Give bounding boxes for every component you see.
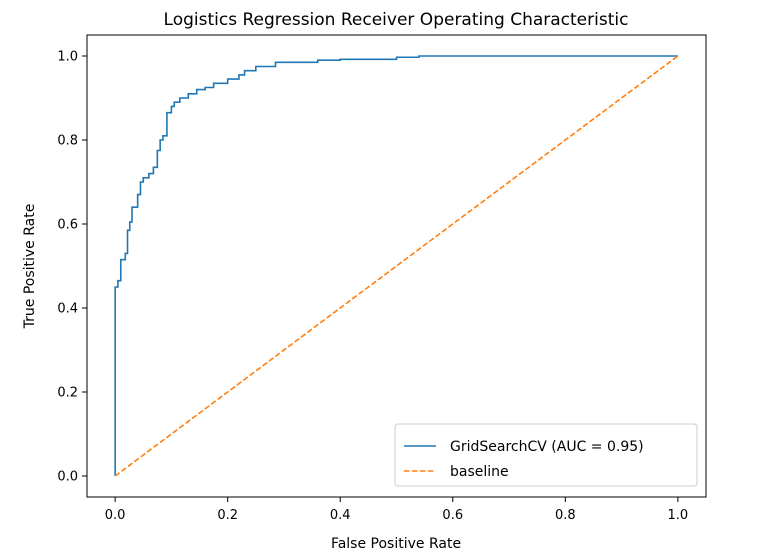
x-tick-label: 0.4 xyxy=(330,508,351,523)
legend-label: GridSearchCV (AUC = 0.95) xyxy=(450,439,644,455)
x-tick-label: 0.8 xyxy=(555,508,576,523)
y-axis-ticks: 0.0 0.2 0.4 0.6 0.8 1.0 xyxy=(57,50,87,485)
x-axis-ticks: 0.0 0.2 0.4 0.6 0.8 1.0 xyxy=(105,497,688,523)
x-tick-label: 1.0 xyxy=(668,508,689,523)
x-tick-label: 0.0 xyxy=(105,508,126,523)
y-tick-label: 0.0 xyxy=(57,470,78,485)
legend-box xyxy=(394,423,698,487)
y-tick-label: 0.4 xyxy=(57,302,78,317)
legend-label: baseline xyxy=(450,464,509,480)
chart-title: Logistics Regression Receiver Operating … xyxy=(164,10,629,30)
y-tick-label: 0.8 xyxy=(57,134,78,149)
x-tick-label: 0.2 xyxy=(217,508,238,523)
x-tick-label: 0.6 xyxy=(442,508,463,523)
series-layer xyxy=(114,55,679,477)
y-tick-label: 0.6 xyxy=(57,218,78,233)
legend: GridSearchCV (AUC = 0.95) baseline xyxy=(394,423,698,487)
y-axis-label: True Positive Rate xyxy=(22,204,38,330)
x-axis-label: False Positive Rate xyxy=(331,536,461,552)
y-tick-label: 0.2 xyxy=(57,386,78,401)
legend-entries: GridSearchCV (AUC = 0.95) baseline xyxy=(404,439,644,480)
series-line-roc-curve xyxy=(114,55,678,476)
series-line-baseline xyxy=(114,55,679,477)
y-tick-label: 1.0 xyxy=(57,50,78,65)
